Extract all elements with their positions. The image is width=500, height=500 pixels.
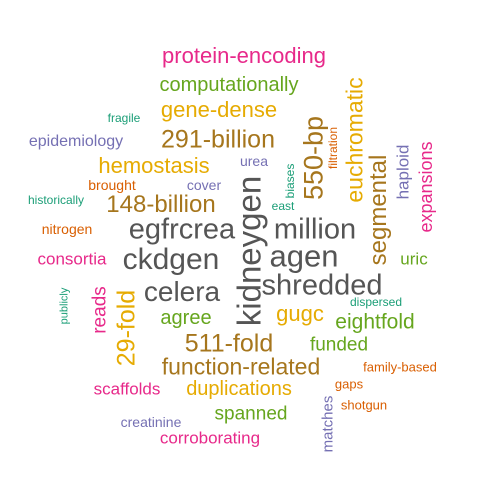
word-gene-dense: gene-dense <box>160 97 278 122</box>
word-biases: biases <box>283 163 297 199</box>
word-29-fold: 29-fold <box>112 289 141 367</box>
word-eightfold: eightfold <box>335 310 415 334</box>
word-511-fold: 511-fold <box>184 329 274 358</box>
word-family-based: family-based <box>363 359 437 375</box>
word-creatinine: creatinine <box>120 414 182 430</box>
word-expansions: expansions <box>416 141 436 233</box>
word-cover: cover <box>186 177 222 193</box>
word-fragile: fragile <box>107 111 141 125</box>
word-ckdgen: ckdgen <box>122 243 220 276</box>
word-nitrogen: nitrogen <box>41 221 93 237</box>
word-corroborating: corroborating <box>159 428 261 448</box>
word-funded: funded <box>309 334 369 356</box>
word-148-billion: 148-billion <box>106 191 216 218</box>
word-agree: agree <box>160 307 212 329</box>
word-egfrcrea: egfrcrea <box>128 213 236 246</box>
word-kidneygen: kidneygen <box>230 175 268 327</box>
word-historically: historically <box>27 193 85 207</box>
word-brought: brought <box>88 177 136 193</box>
word-291-billion: 291-billion <box>161 125 275 154</box>
word-celera: celera <box>143 276 221 307</box>
word-consortia: consortia <box>37 249 107 269</box>
word-uric: uric <box>400 249 428 269</box>
word-dispersed: dispersed <box>349 295 403 309</box>
word-spanned: spanned <box>214 403 288 425</box>
word-function-related: function-related <box>161 353 321 380</box>
word-scaffolds: scaffolds <box>93 379 161 399</box>
word-filtration: filtration <box>326 126 340 170</box>
word-protein-encoding: protein-encoding <box>162 43 326 68</box>
word-urea: urea <box>239 153 269 169</box>
word-reads: reads <box>89 286 111 334</box>
word-gaps: gaps <box>334 376 364 392</box>
word-haploid: haploid <box>393 144 413 200</box>
word-matches: matches <box>319 395 337 453</box>
word-hemostasis: hemostasis <box>98 153 210 178</box>
word-shredded: shredded <box>261 269 383 302</box>
word-gugc: gugc <box>276 301 324 326</box>
word-publicly: publicly <box>58 287 71 325</box>
word-computationally: computationally <box>159 74 299 96</box>
word-million: million <box>273 213 357 246</box>
word-epidemiology: epidemiology <box>28 133 124 150</box>
word-duplications: duplications <box>186 378 292 400</box>
word-euchromatic: euchromatic <box>341 77 368 203</box>
word-segmental: segmental <box>365 154 392 266</box>
word-east: east <box>271 199 295 213</box>
word-shotgun: shotgun <box>340 397 388 413</box>
word-agen: agen <box>269 238 339 274</box>
word-550-bp: 550-bp <box>298 115 329 201</box>
